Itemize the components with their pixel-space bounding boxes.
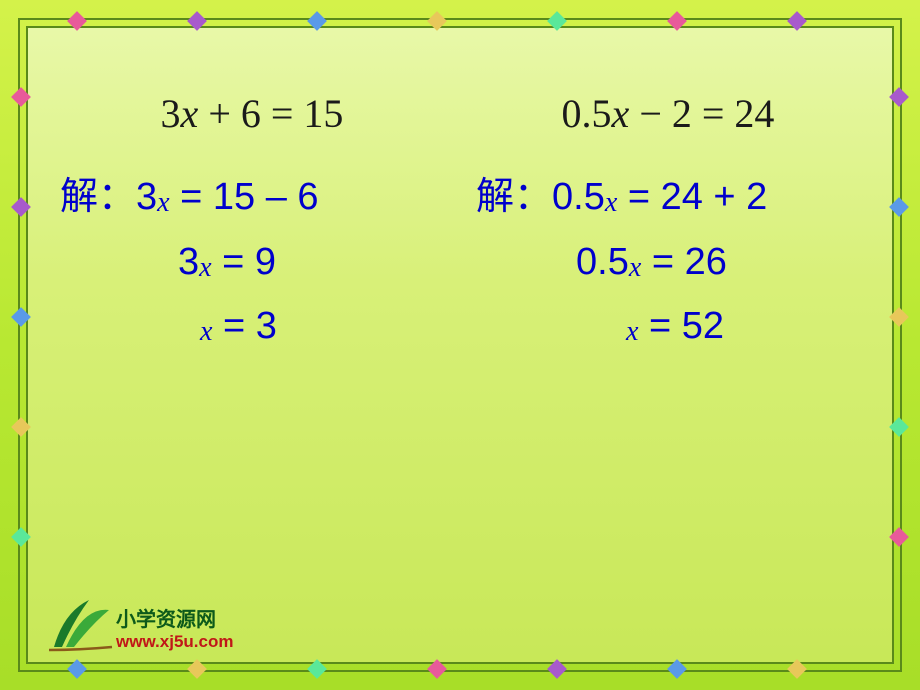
x-variable: x bbox=[199, 252, 211, 283]
logo-icon bbox=[44, 592, 114, 652]
right-step-3: x = 52 bbox=[476, 294, 860, 359]
solution-label: 解： bbox=[60, 176, 136, 218]
s-pre: 3 bbox=[136, 176, 157, 218]
eq-rest: + 6 = 15 bbox=[198, 91, 343, 136]
right-step-2: 0.5x = 26 bbox=[476, 230, 860, 295]
right-step-1: 解：0.5x = 24 + 2 bbox=[476, 165, 860, 230]
s-post: = 3 bbox=[212, 305, 276, 347]
s-pre: 0.5 bbox=[552, 176, 605, 218]
logo-title: 小学资源网 bbox=[116, 609, 233, 632]
right-equation: 0.5x − 2 = 24 bbox=[476, 90, 860, 137]
s-post: = 24 + 2 bbox=[617, 176, 767, 218]
s-post: = 15 – 6 bbox=[170, 176, 319, 218]
s-post: = 52 bbox=[638, 305, 724, 347]
s-post: = 9 bbox=[212, 241, 276, 283]
eq-coeff: 0.5 bbox=[562, 91, 612, 136]
x-variable: x bbox=[181, 91, 199, 136]
x-variable: x bbox=[629, 252, 641, 283]
eq-rest: − 2 = 24 bbox=[629, 91, 774, 136]
s-post: = 26 bbox=[641, 241, 727, 283]
x-variable: x bbox=[200, 316, 212, 347]
left-step-1: 解：3x = 15 – 6 bbox=[60, 165, 444, 230]
left-step-3: x = 3 bbox=[60, 294, 444, 359]
s-pre: 0.5 bbox=[576, 241, 629, 283]
logo-url: www.xj5u.com bbox=[116, 632, 233, 652]
x-variable: x bbox=[612, 91, 630, 136]
logo-area: 小学资源网 www.xj5u.com bbox=[44, 592, 233, 652]
solution-label: 解： bbox=[476, 176, 552, 218]
x-variable: x bbox=[157, 187, 169, 218]
left-step-2: 3x = 9 bbox=[60, 230, 444, 295]
left-equation: 3x + 6 = 15 bbox=[60, 90, 444, 137]
x-variable: x bbox=[626, 316, 638, 347]
left-equation-block: 3x + 6 = 15 解：3x = 15 – 6 3x = 9 x = 3 bbox=[60, 90, 444, 359]
x-variable: x bbox=[605, 187, 617, 218]
eq-coeff: 3 bbox=[161, 91, 181, 136]
s-pre: 3 bbox=[178, 241, 199, 283]
content-area: 3x + 6 = 15 解：3x = 15 – 6 3x = 9 x = 3 0… bbox=[60, 90, 860, 359]
right-equation-block: 0.5x − 2 = 24 解：0.5x = 24 + 2 0.5x = 26 … bbox=[476, 90, 860, 359]
logo-text: 小学资源网 www.xj5u.com bbox=[116, 609, 233, 652]
